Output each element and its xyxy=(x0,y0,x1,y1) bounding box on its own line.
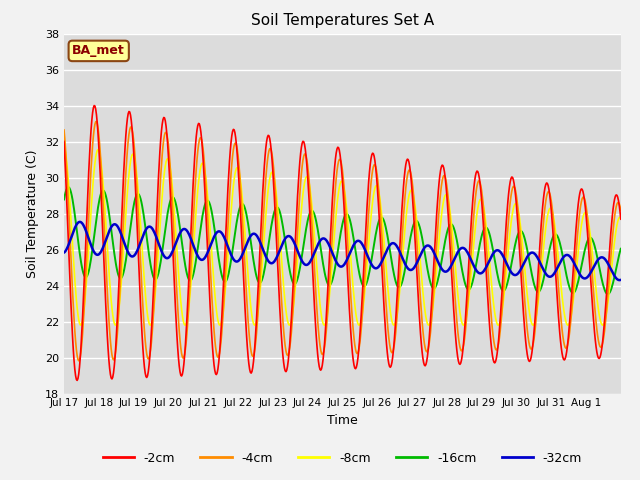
Text: BA_met: BA_met xyxy=(72,44,125,58)
Y-axis label: Soil Temperature (C): Soil Temperature (C) xyxy=(26,149,39,278)
X-axis label: Time: Time xyxy=(327,414,358,427)
Title: Soil Temperatures Set A: Soil Temperatures Set A xyxy=(251,13,434,28)
Legend: -2cm, -4cm, -8cm, -16cm, -32cm: -2cm, -4cm, -8cm, -16cm, -32cm xyxy=(97,447,588,469)
